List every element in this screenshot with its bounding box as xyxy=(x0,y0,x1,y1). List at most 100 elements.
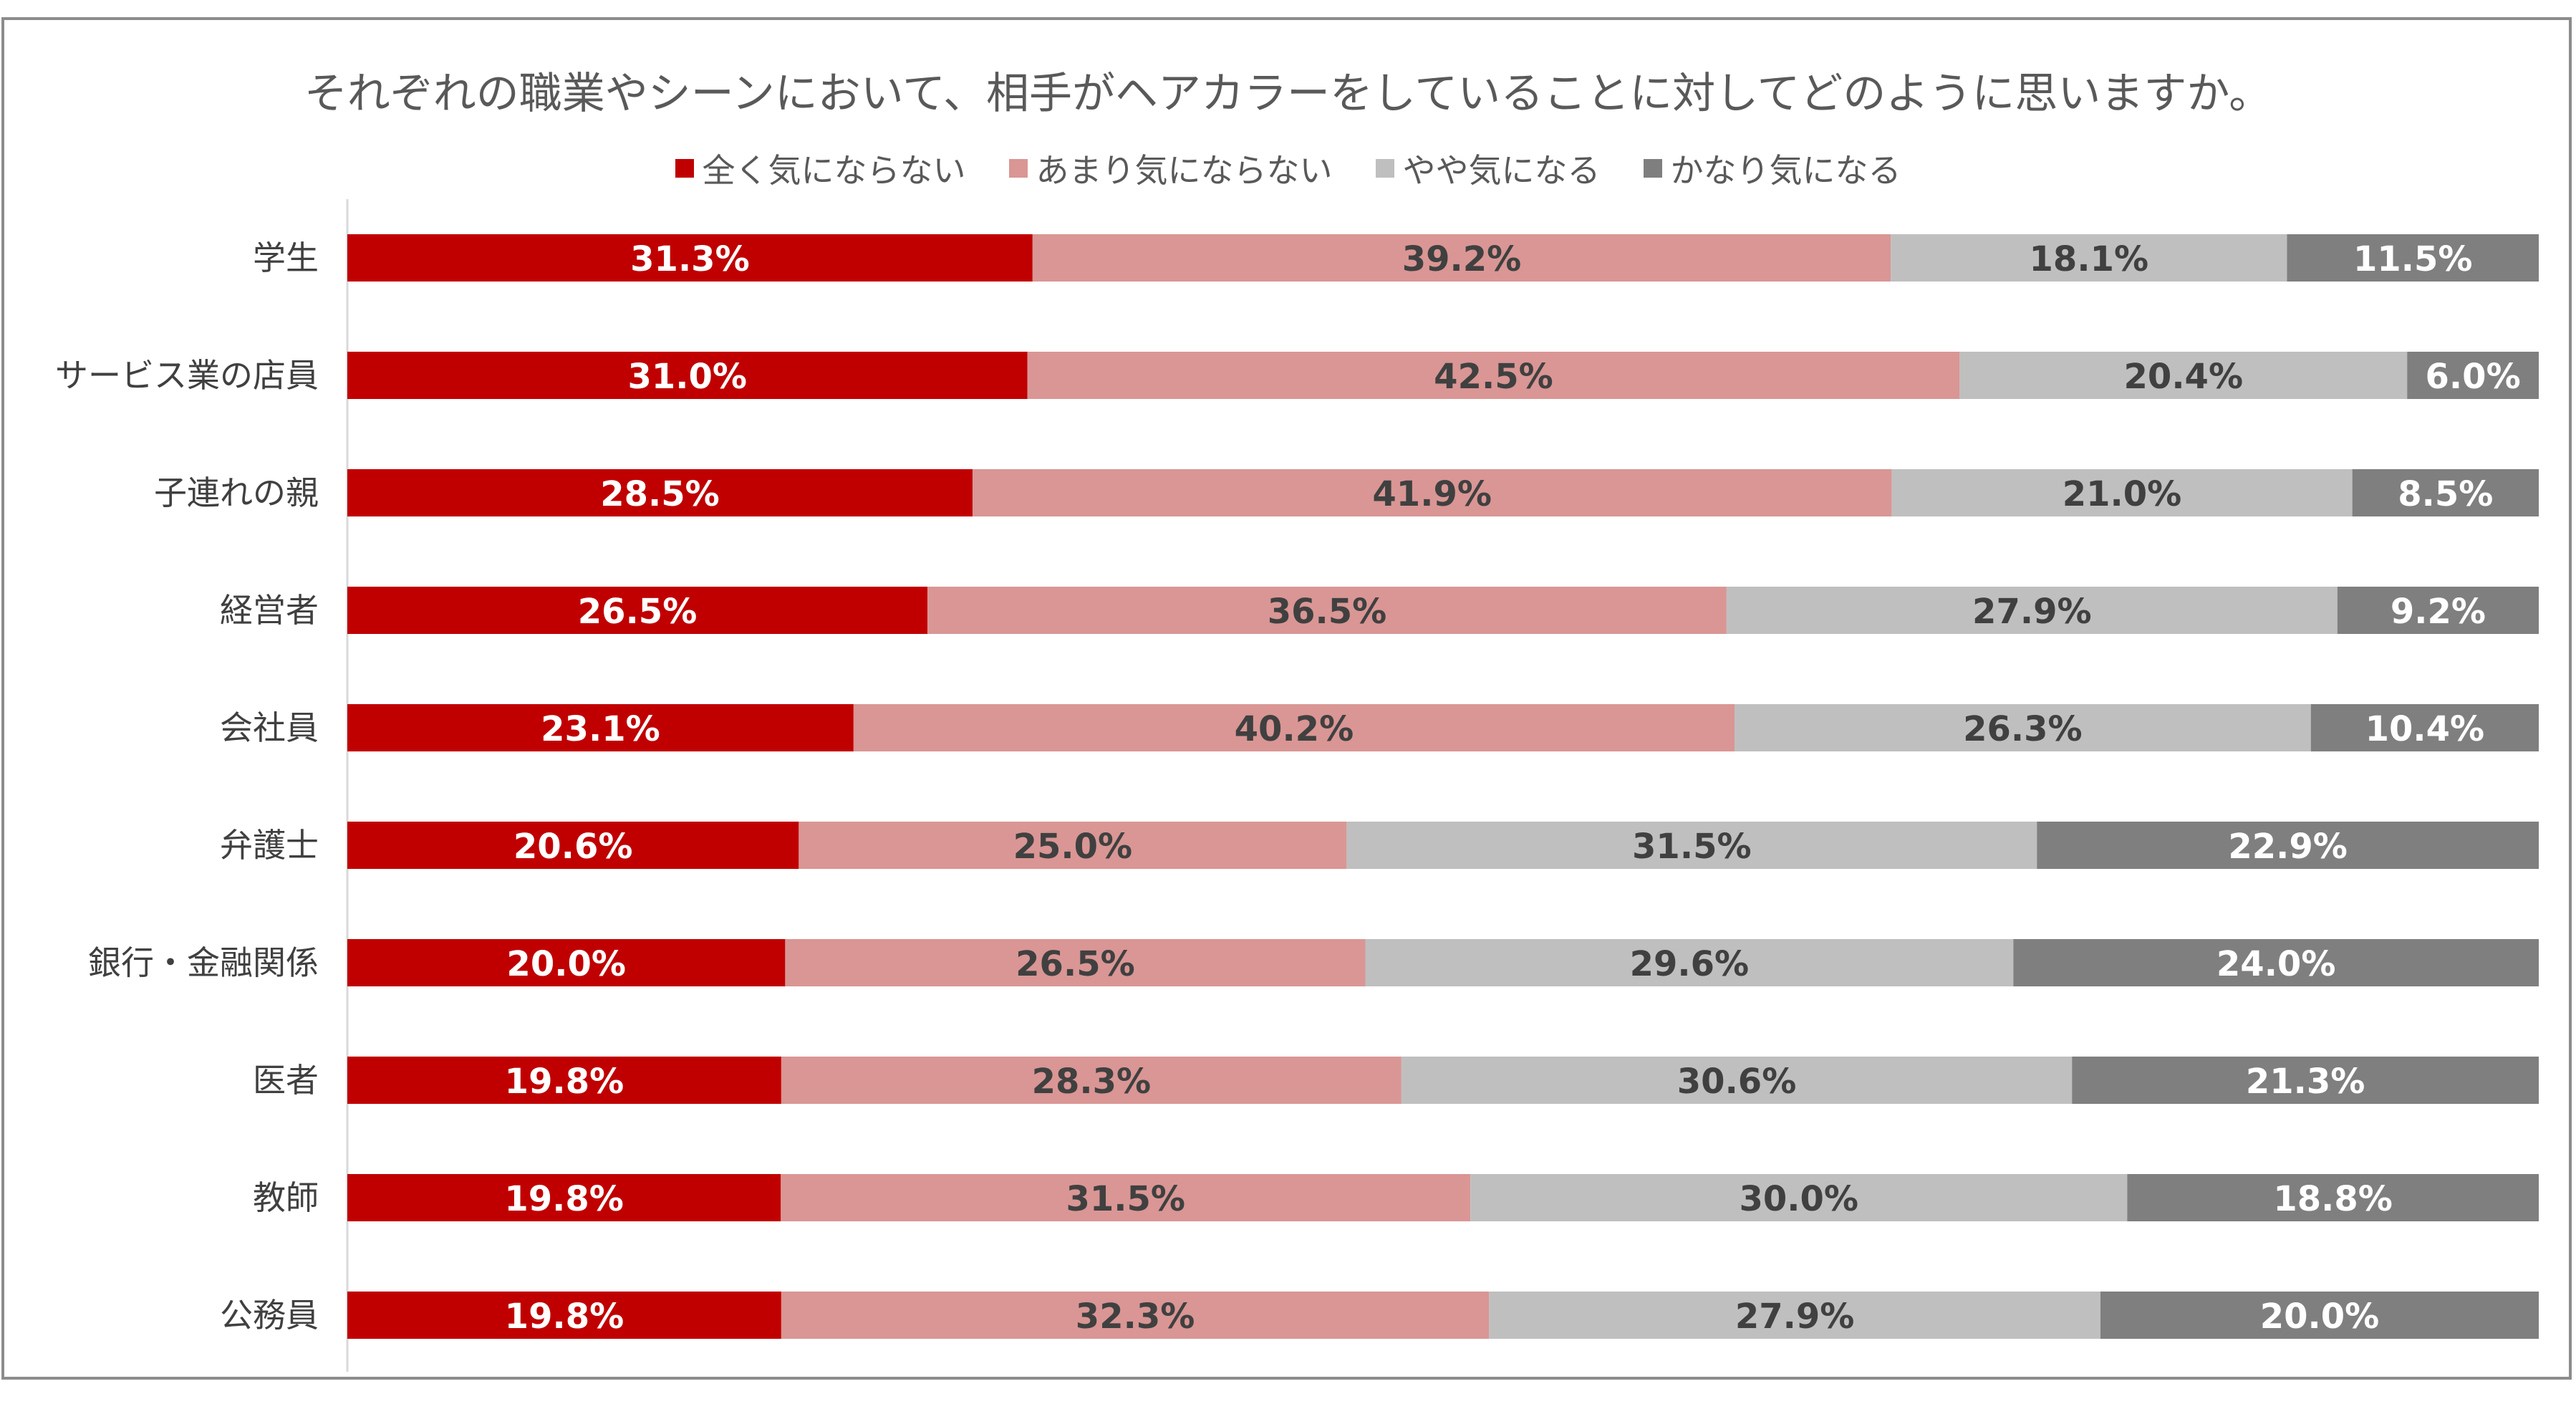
bar-segment xyxy=(1959,352,2408,399)
legend-label-series-3: かなり気になる xyxy=(1670,151,1901,190)
bar-segment xyxy=(347,1174,781,1221)
category-label: 経営者 xyxy=(220,591,319,630)
data-label: 18.1% xyxy=(2030,239,2149,279)
bar-segment xyxy=(2037,822,2539,869)
data-label: 8.5% xyxy=(2398,474,2493,514)
legend-swatch-series-1 xyxy=(1008,159,1028,178)
data-label: 36.5% xyxy=(1268,592,1387,632)
bar-segment xyxy=(1027,352,1960,399)
bar-segment xyxy=(781,1174,1471,1221)
data-label: 31.0% xyxy=(628,357,748,397)
bar-segment xyxy=(347,352,1028,399)
category-label: 公務員 xyxy=(220,1296,319,1335)
data-label: 25.0% xyxy=(1013,827,1133,867)
bar-segment xyxy=(972,469,1892,516)
bar-segment xyxy=(785,939,1366,986)
bar-segment xyxy=(927,587,1727,634)
legend-swatch-series-2 xyxy=(1375,159,1394,178)
data-label: 27.9% xyxy=(1735,1297,1855,1337)
bar-segment xyxy=(1346,822,2037,869)
bar-segment xyxy=(347,704,854,751)
data-label: 21.3% xyxy=(2246,1062,2365,1102)
bar-segment xyxy=(1489,1292,2100,1339)
data-label: 20.6% xyxy=(513,827,633,867)
data-label: 20.0% xyxy=(506,944,626,984)
bar-segment xyxy=(1734,704,2311,751)
legend-swatch-series-0 xyxy=(675,159,694,178)
bar-segment xyxy=(347,234,1033,282)
data-label: 30.0% xyxy=(1739,1179,1858,1219)
bar-segment xyxy=(799,822,1347,869)
bar-segment xyxy=(347,939,786,986)
bar-segment xyxy=(2407,352,2539,399)
data-label: 39.2% xyxy=(1402,239,1522,279)
category-label: 学生 xyxy=(253,239,319,277)
data-label: 31.5% xyxy=(1632,827,1752,867)
category-label: 弁護士 xyxy=(220,826,319,865)
bar-segment xyxy=(2100,1292,2539,1339)
data-label: 30.6% xyxy=(1677,1062,1797,1102)
bar-segment xyxy=(347,469,973,516)
data-label: 28.5% xyxy=(600,474,720,514)
bar-segment xyxy=(853,704,1735,751)
bar-segment xyxy=(2337,587,2539,634)
data-label: 19.8% xyxy=(505,1297,624,1337)
legend-item-series-0: 全く気にならない xyxy=(675,145,966,192)
bar-segment xyxy=(347,1292,781,1339)
data-label: 22.9% xyxy=(2228,827,2348,867)
data-label: 31.5% xyxy=(1066,1179,1185,1219)
data-label: 6.0% xyxy=(2426,357,2521,397)
legend-item-series-2: やや気になる xyxy=(1375,145,1601,192)
data-label: 23.1% xyxy=(541,709,660,749)
legend-label-series-0: 全く気にならない xyxy=(702,151,966,190)
data-label: 26.5% xyxy=(578,592,698,632)
data-label: 42.5% xyxy=(1434,357,1553,397)
bar-segment xyxy=(1401,1057,2073,1104)
data-label: 21.0% xyxy=(2063,474,2182,514)
data-label: 9.2% xyxy=(2391,592,2486,632)
category-label: サービス業の店員 xyxy=(55,356,319,395)
category-label: 教師 xyxy=(253,1178,319,1217)
data-label: 29.6% xyxy=(1630,944,1750,984)
data-label: 31.3% xyxy=(630,239,750,279)
bar-segment xyxy=(2310,704,2539,751)
bar-segment xyxy=(347,587,928,634)
bar-segment xyxy=(2287,234,2539,282)
legend-swatch-series-3 xyxy=(1643,159,1662,178)
chart-title: それぞれの職業やシーンにおいて、相手がヘアカラーをしていることに対してどのように… xyxy=(304,69,2272,119)
category-label: 医者 xyxy=(253,1061,319,1100)
bar-segment xyxy=(1891,234,2287,282)
data-label: 40.2% xyxy=(1235,709,1354,749)
category-label: 会社員 xyxy=(220,708,319,747)
bar-segment xyxy=(2072,1057,2539,1104)
category-label: 子連れの親 xyxy=(154,473,319,512)
bar-segment xyxy=(2013,939,2539,986)
bar-segment xyxy=(1470,1174,2128,1221)
data-label: 19.8% xyxy=(504,1179,624,1219)
bar-segment xyxy=(2352,469,2539,516)
data-label: 11.5% xyxy=(2353,239,2473,279)
bar-segment xyxy=(1891,469,2353,516)
data-label: 32.3% xyxy=(1076,1297,1195,1337)
bar-segment xyxy=(347,1057,781,1104)
bar-segment xyxy=(2127,1174,2539,1221)
bar-segment xyxy=(1032,234,1891,282)
legend-item-series-3: かなり気になる xyxy=(1643,145,1901,192)
data-label: 26.3% xyxy=(1963,709,2083,749)
legend-label-series-2: やや気になる xyxy=(1402,151,1601,190)
data-label: 10.4% xyxy=(2365,709,2485,749)
data-label: 26.5% xyxy=(1016,944,1135,984)
bar-segment xyxy=(781,1292,1490,1339)
data-label: 27.9% xyxy=(1972,592,2092,632)
legend-item-series-1: あまり気にならない xyxy=(1008,145,1333,192)
category-label: 銀行・金融関係 xyxy=(88,943,319,982)
bar-segment xyxy=(1726,587,2338,634)
data-label: 24.0% xyxy=(2216,944,2336,984)
chart-legend: 全く気にならない あまり気にならない やや気になる かなり気になる xyxy=(0,145,2576,192)
data-label: 19.8% xyxy=(505,1062,624,1102)
data-label: 41.9% xyxy=(1372,474,1492,514)
bar-segment xyxy=(781,1057,1402,1104)
bar-segment xyxy=(1365,939,2014,986)
data-label: 28.3% xyxy=(1032,1062,1152,1102)
